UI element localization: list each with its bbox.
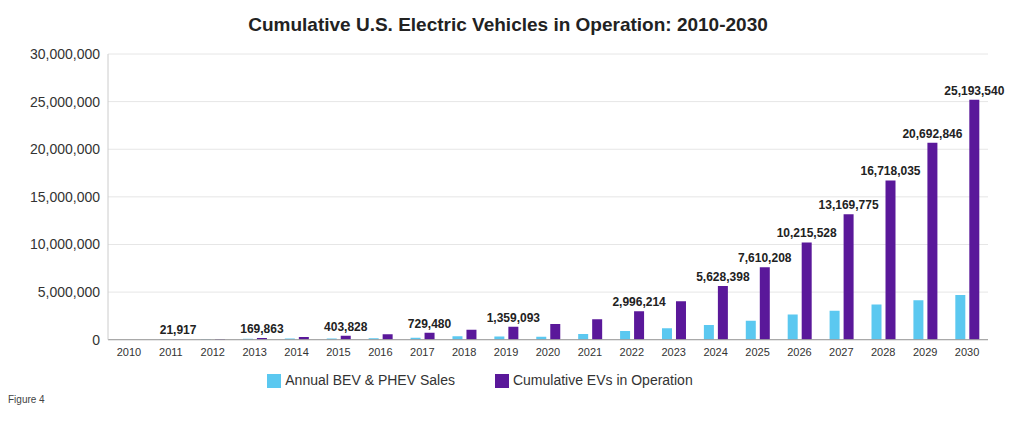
svg-text:2024: 2024 — [703, 346, 727, 358]
svg-text:15,000,000: 15,000,000 — [30, 189, 100, 205]
svg-text:5,628,398: 5,628,398 — [696, 270, 750, 284]
svg-text:5,000,000: 5,000,000 — [38, 284, 100, 300]
svg-text:2017: 2017 — [410, 346, 434, 358]
svg-text:2012: 2012 — [201, 346, 225, 358]
svg-text:2023: 2023 — [661, 346, 685, 358]
svg-text:2028: 2028 — [871, 346, 895, 358]
svg-text:729,480: 729,480 — [408, 317, 452, 331]
svg-text:13,169,775: 13,169,775 — [819, 198, 879, 212]
svg-text:2010: 2010 — [117, 346, 141, 358]
svg-text:2015: 2015 — [326, 346, 350, 358]
svg-text:2027: 2027 — [829, 346, 853, 358]
svg-text:2025: 2025 — [745, 346, 769, 358]
svg-text:30,000,000: 30,000,000 — [30, 46, 100, 62]
svg-text:25,000,000: 25,000,000 — [30, 94, 100, 110]
svg-text:25,193,540: 25,193,540 — [944, 84, 1004, 98]
svg-text:2022: 2022 — [620, 346, 644, 358]
svg-text:2029: 2029 — [913, 346, 937, 358]
svg-text:1,359,093: 1,359,093 — [487, 311, 541, 325]
svg-text:2021: 2021 — [578, 346, 602, 358]
html-text:Annual BEV & PHEV Sales: Annual BEV & PHEV Sales — [285, 371, 455, 388]
svg-text:403,828: 403,828 — [324, 320, 368, 334]
svg-text:21,917: 21,917 — [160, 323, 197, 337]
svg-text:20,000,000: 20,000,000 — [30, 141, 100, 157]
svg-text:20,692,846: 20,692,846 — [902, 127, 962, 141]
svg-text:16,718,035: 16,718,035 — [860, 164, 920, 178]
svg-text:2020: 2020 — [536, 346, 560, 358]
svg-text:2026: 2026 — [787, 346, 811, 358]
svg-text:2030: 2030 — [955, 346, 979, 358]
svg-text:2,996,214: 2,996,214 — [612, 295, 666, 309]
svg-text:2019: 2019 — [494, 346, 518, 358]
svg-text:10,215,528: 10,215,528 — [777, 226, 837, 240]
svg-text:169,863: 169,863 — [240, 322, 284, 336]
html-text:Figure 4: Figure 4 — [8, 394, 45, 405]
svg-text:2014: 2014 — [284, 346, 308, 358]
svg-text:2016: 2016 — [368, 346, 392, 358]
svg-text:2013: 2013 — [242, 346, 266, 358]
html-text:Cumulative U.S. Electric Vehic: Cumulative U.S. Electric Vehicles in Ope… — [248, 14, 768, 35]
svg-text:10,000,000: 10,000,000 — [30, 236, 100, 252]
svg-text:0: 0 — [92, 332, 100, 348]
svg-text:2011: 2011 — [159, 346, 183, 358]
svg-text:2018: 2018 — [452, 346, 476, 358]
html-text:Cumulative EVs in Operation: Cumulative EVs in Operation — [512, 371, 693, 388]
svg-text:7,610,208: 7,610,208 — [738, 251, 792, 265]
